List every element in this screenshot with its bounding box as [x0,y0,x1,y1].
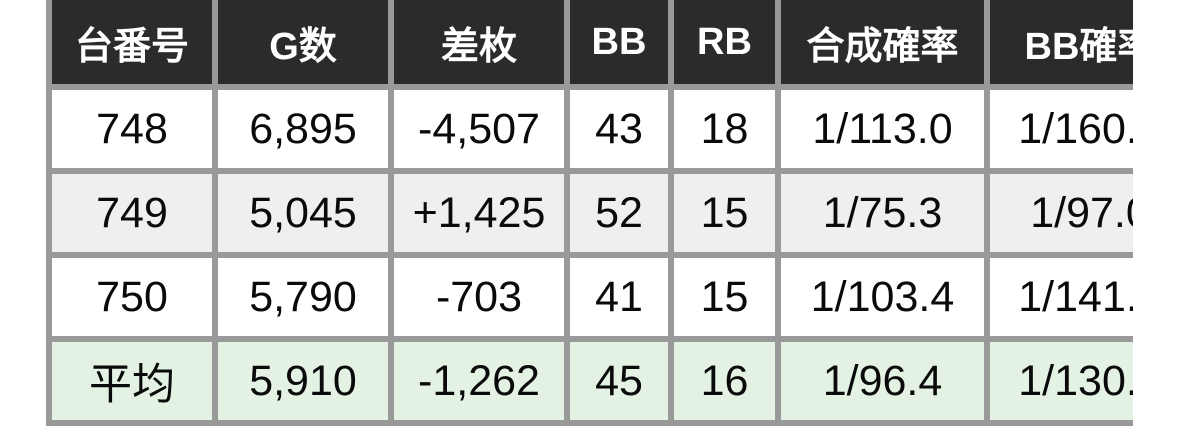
column-header-medal-diff: 差枚 [394,0,564,84]
table-row-750: 750 5,790 -703 41 15 1/103.4 1/141.2 [52,258,1133,336]
cell-bb-rate: 1/141.2 [990,258,1133,336]
cell-game-count: 5,045 [218,174,388,252]
cell-bb-count: 41 [570,258,668,336]
slot-data-table: 台番号 G数 差枚 BB RB 合成確率 BB確率 748 6,895 -4,5… [46,0,1133,426]
cell-game-count: 6,895 [218,90,388,168]
header-row: 台番号 G数 差枚 BB RB 合成確率 BB確率 [52,0,1133,84]
table-row-average: 平均 5,910 -1,262 45 16 1/96.4 1/130.4 [52,342,1133,420]
column-header-combined-rate: 合成確率 [781,0,984,84]
cell-machine-number: 750 [52,258,212,336]
cell-rb-count: 15 [674,174,775,252]
cell-bb-count: 45 [570,342,668,420]
cell-bb-count: 52 [570,174,668,252]
cell-combined-rate: 1/96.4 [781,342,984,420]
cell-medal-diff: -1,262 [394,342,564,420]
cell-machine-number: 748 [52,90,212,168]
cell-medal-diff: +1,425 [394,174,564,252]
cell-machine-number: 749 [52,174,212,252]
slot-data-table-container: 台番号 G数 差枚 BB RB 合成確率 BB確率 748 6,895 -4,5… [46,0,1133,426]
cell-game-count: 5,790 [218,258,388,336]
cell-rb-count: 15 [674,258,775,336]
cell-game-count: 5,910 [218,342,388,420]
column-header-bb: BB [570,0,668,84]
cell-combined-rate: 1/113.0 [781,90,984,168]
column-header-game-count: G数 [218,0,388,84]
cell-bb-rate: 1/160.3 [990,90,1133,168]
column-header-bb-rate: BB確率 [990,0,1133,84]
cell-rb-count: 16 [674,342,775,420]
table-row-749: 749 5,045 +1,425 52 15 1/75.3 1/97.0 [52,174,1133,252]
cell-rb-count: 18 [674,90,775,168]
cell-medal-diff: -703 [394,258,564,336]
table-row-748: 748 6,895 -4,507 43 18 1/113.0 1/160.3 [52,90,1133,168]
cell-medal-diff: -4,507 [394,90,564,168]
column-header-machine-number: 台番号 [52,0,212,84]
cell-bb-count: 43 [570,90,668,168]
cell-combined-rate: 1/75.3 [781,174,984,252]
column-header-rb: RB [674,0,775,84]
cell-machine-number: 平均 [52,342,212,420]
cell-combined-rate: 1/103.4 [781,258,984,336]
cell-bb-rate: 1/130.4 [990,342,1133,420]
cell-bb-rate: 1/97.0 [990,174,1133,252]
